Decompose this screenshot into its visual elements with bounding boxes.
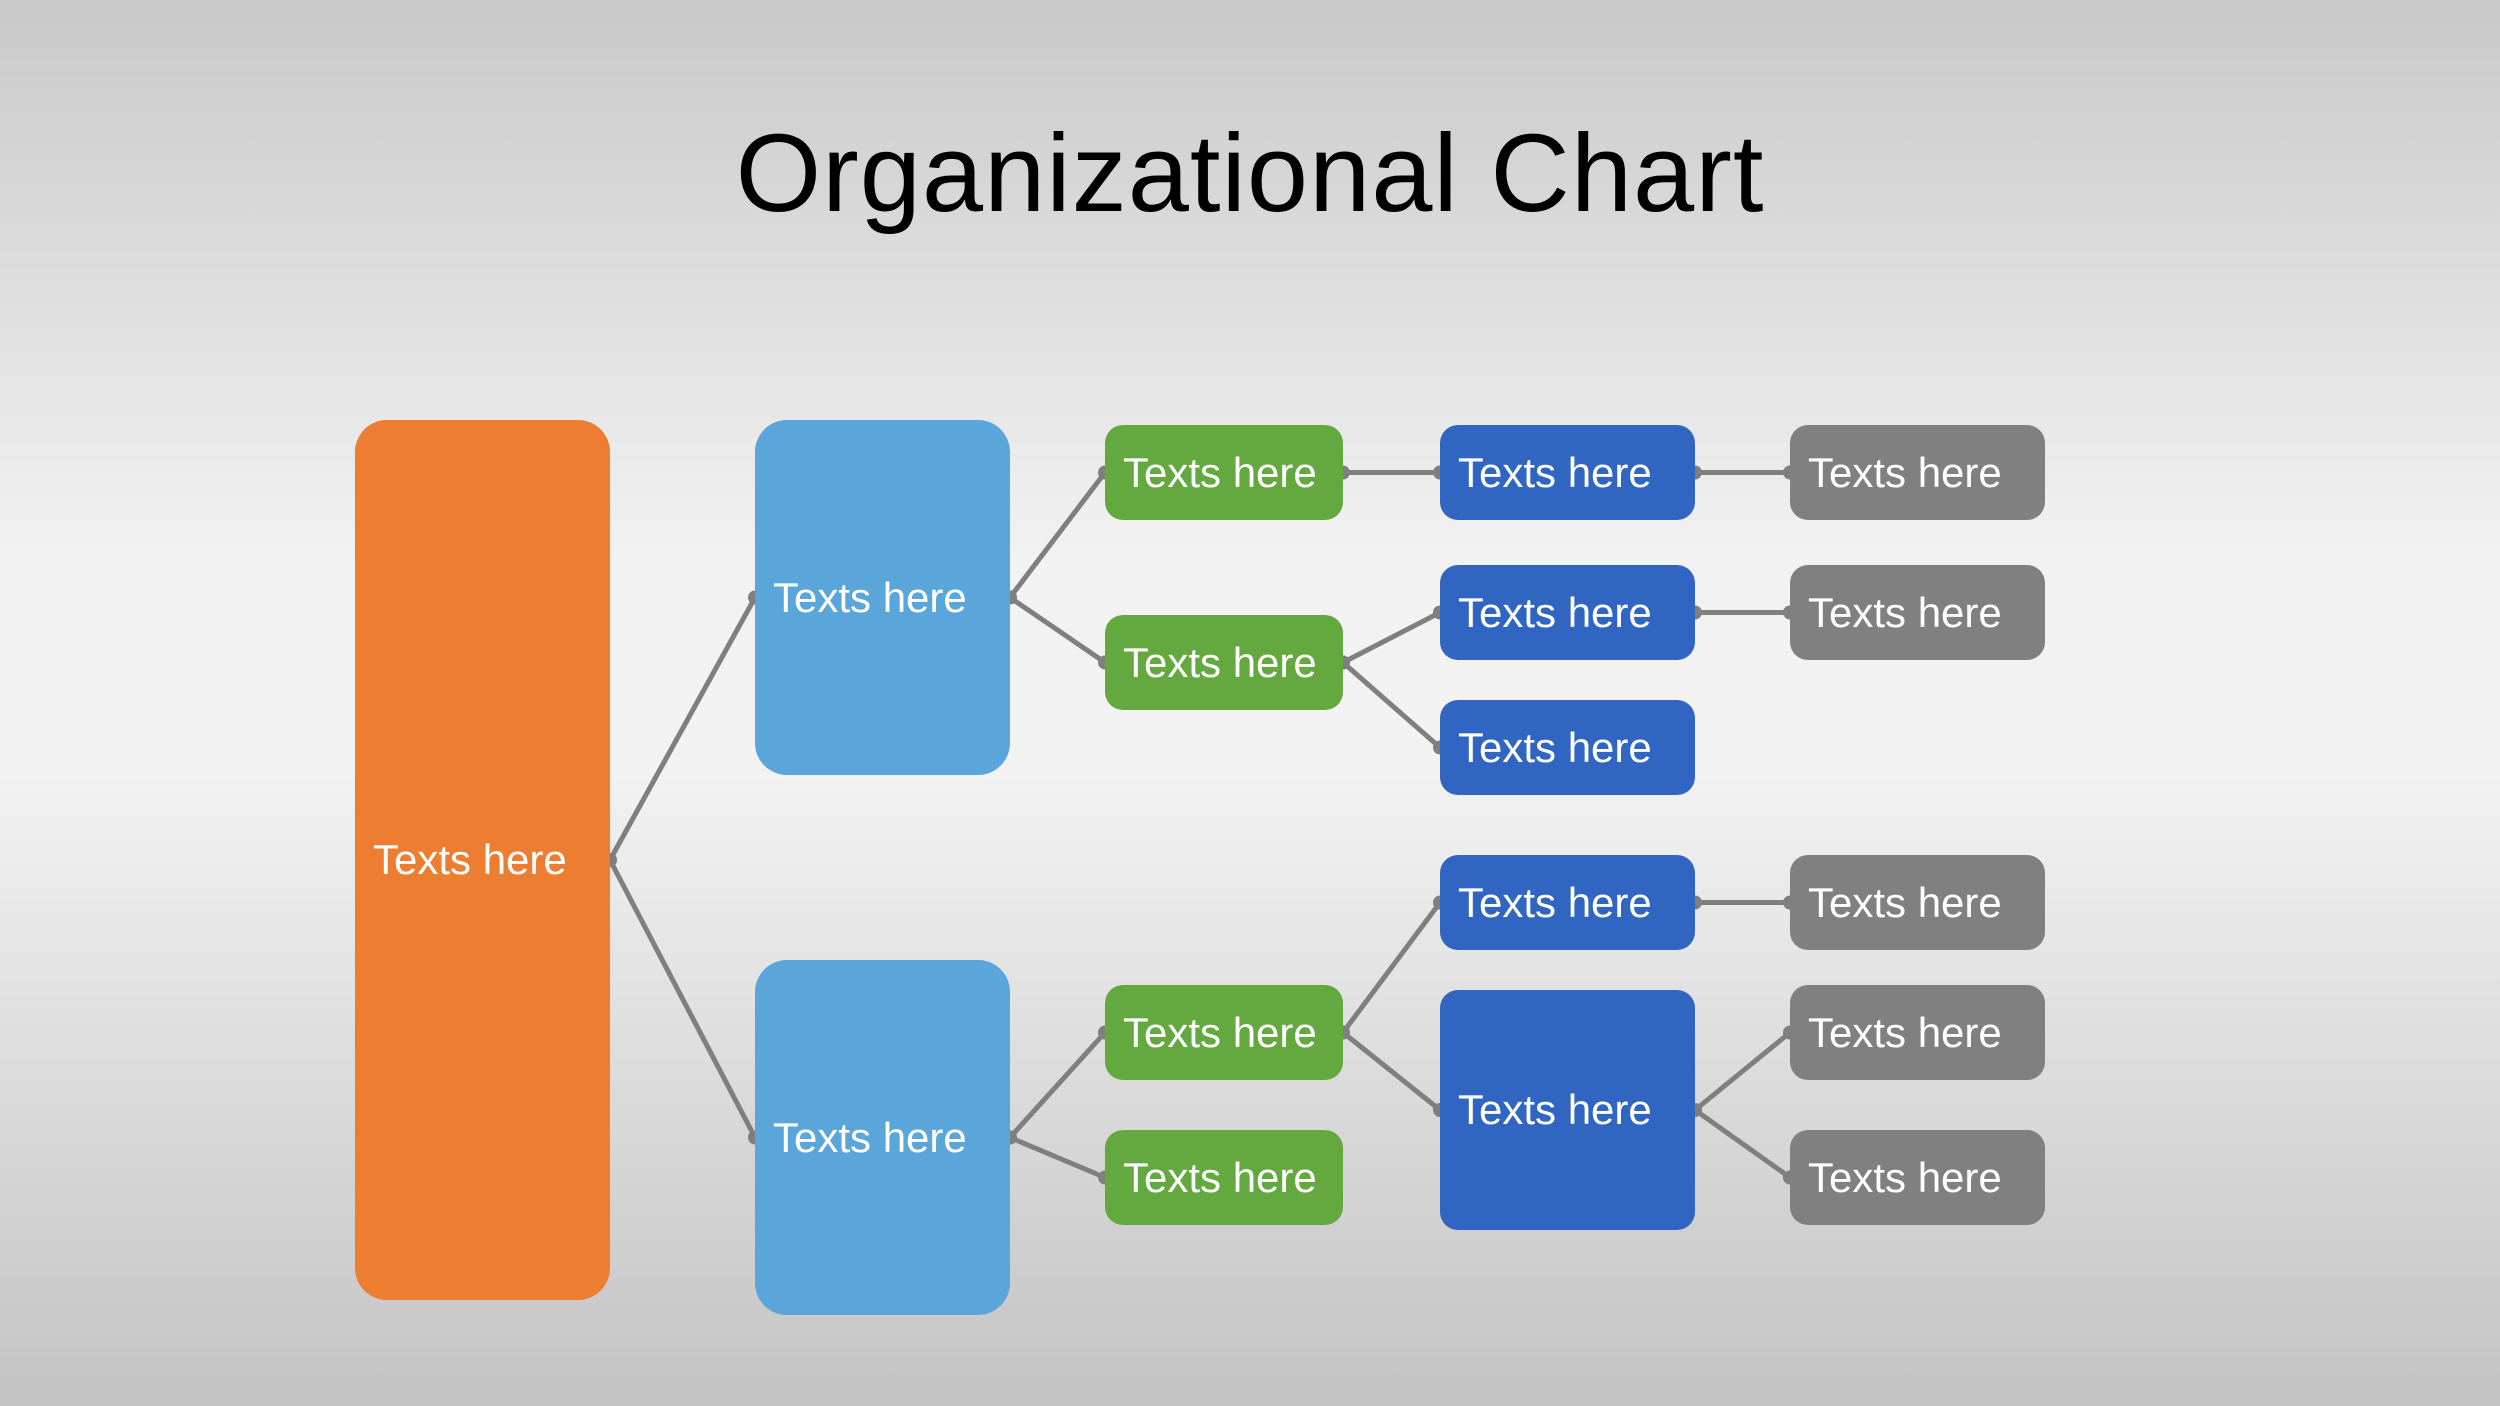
node-gr3: Texts here [1790, 855, 2045, 950]
node-b2: Texts here [755, 960, 1010, 1315]
node-bl4: Texts here [1440, 855, 1695, 950]
node-bl5: Texts here [1440, 990, 1695, 1230]
node-g2: Texts here [1105, 615, 1343, 710]
node-bl1: Texts here [1440, 425, 1695, 520]
node-root: Texts here [355, 420, 610, 1300]
node-b1: Texts here [755, 420, 1010, 775]
node-gr2: Texts here [1790, 565, 2045, 660]
page-title: Organizational Chart [0, 110, 2500, 237]
node-gr1: Texts here [1790, 425, 2045, 520]
node-g4: Texts here [1105, 1130, 1343, 1225]
node-bl2: Texts here [1440, 565, 1695, 660]
node-gr4: Texts here [1790, 985, 2045, 1080]
node-gr5: Texts here [1790, 1130, 2045, 1225]
node-g1: Texts here [1105, 425, 1343, 520]
node-bl3: Texts here [1440, 700, 1695, 795]
org-chart-stage: Organizational Chart Texts here Texts her… [0, 0, 2500, 1406]
node-g3: Texts here [1105, 985, 1343, 1080]
